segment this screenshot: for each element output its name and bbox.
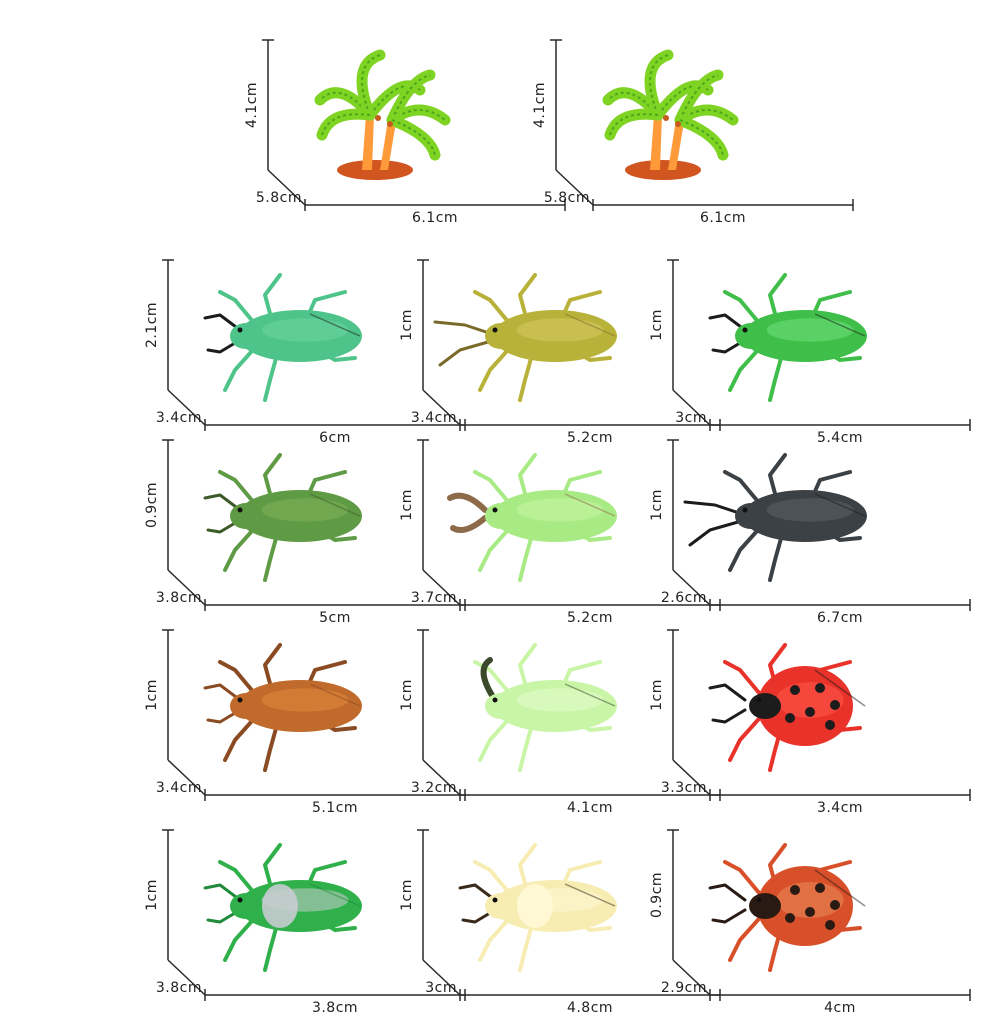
green-silver-beetle-illustration [203, 843, 362, 972]
depth-label: 3.8cm [155, 980, 202, 996]
ladybug-figure [667, 629, 971, 801]
depth-label: 3.4cm [155, 410, 202, 426]
width-label: 6.1cm [411, 210, 459, 226]
pale-green-rhino-beetle-illustration [473, 643, 617, 772]
width-label: 6.7cm [816, 610, 864, 626]
width-label: 5.4cm [816, 430, 864, 446]
green-stag-beetle-figure [162, 259, 466, 431]
green-silver-beetle-figure [162, 829, 466, 1001]
height-label: 1cm [649, 489, 665, 521]
dimension-axes [417, 259, 721, 431]
red-brown-beetle-figure [667, 829, 971, 1001]
dimension-axes [667, 629, 971, 801]
palm-tree-illustration [314, 49, 451, 180]
depth-label: 3.3cm [660, 780, 707, 796]
item-card-ladybug: 1cm 3.3cm 3.4cm [635, 610, 971, 816]
olive-beetle-figure [162, 439, 466, 611]
green-stag-beetle-illustration [203, 273, 362, 402]
red-brown-beetle-illustration [708, 843, 866, 972]
item-card-brown-cockroach: 1cm 3.4cm 5.1cm [130, 610, 466, 816]
height-label: 1cm [144, 679, 160, 711]
dimension-axes [667, 829, 971, 1001]
dimension-axes [417, 629, 721, 801]
dimension-axes [162, 629, 466, 801]
brown-cockroach-illustration [203, 643, 362, 772]
cream-beetle-figure [417, 829, 721, 1001]
height-label: 1cm [399, 489, 415, 521]
depth-label: 2.6cm [660, 590, 707, 606]
dimension-axes [667, 259, 971, 431]
height-label: 2.1cm [144, 301, 160, 349]
height-label: 1cm [399, 879, 415, 911]
cream-beetle-illustration [458, 843, 617, 972]
height-label: 1cm [144, 879, 160, 911]
depth-label: 5.8cm [543, 190, 590, 206]
dimension-axes [162, 829, 466, 1001]
depth-label: 3.4cm [155, 780, 202, 796]
palm-tree-figure [262, 39, 566, 211]
ladybug-illustration [708, 643, 866, 772]
width-label: 4cm [824, 1000, 856, 1016]
depth-label: 3.2cm [410, 780, 457, 796]
olive-beetle-illustration [203, 453, 362, 582]
brown-cockroach-figure [162, 629, 466, 801]
item-card-palm-tree: 4.1cm 5.8cm 6.1cm [518, 20, 854, 226]
black-longhorn-beetle-illustration [683, 453, 867, 582]
item-card-black-longhorn-beetle: 1cm 2.6cm 6.7cm [635, 420, 971, 626]
width-label: 5cm [319, 610, 351, 626]
width-label: 3.4cm [816, 800, 864, 816]
item-card-pale-green-stag-beetle: 1cm 3.7cm 5.2cm [385, 420, 721, 626]
item-card-red-brown-beetle: 0.9cm 2.9cm 4cm [635, 810, 971, 1016]
width-label: 4.8cm [566, 1000, 614, 1016]
width-label: 6.1cm [699, 210, 747, 226]
depth-label: 3cm [675, 410, 707, 426]
item-card-olive-beetle: 0.9cm 3.8cm 5cm [130, 420, 466, 626]
dimension-axes [417, 829, 721, 1001]
depth-label: 3.7cm [410, 590, 457, 606]
green-beetle-figure [667, 259, 971, 431]
width-label: 5.1cm [311, 800, 359, 816]
pale-green-stag-beetle-illustration [447, 453, 617, 582]
width-label: 5.2cm [566, 610, 614, 626]
item-card-green-stag-beetle: 2.1cm 3.4cm 6cm [130, 240, 466, 446]
palm-tree-illustration [602, 49, 739, 180]
height-label: 4.1cm [244, 81, 260, 129]
width-label: 4.1cm [566, 800, 614, 816]
width-label: 5.2cm [566, 430, 614, 446]
height-label: 0.9cm [144, 481, 160, 529]
item-card-green-beetle: 1cm 3cm 5.4cm [635, 240, 971, 446]
item-card-pale-green-rhino-beetle: 1cm 3.2cm 4.1cm [385, 610, 721, 816]
depth-label: 3.4cm [410, 410, 457, 426]
dimension-axes [262, 39, 566, 211]
depth-label: 5.8cm [255, 190, 302, 206]
height-label: 0.9cm [649, 871, 665, 919]
dimension-axes [417, 439, 721, 611]
yellow-longhorn-beetle-figure [417, 259, 721, 431]
pale-green-rhino-beetle-figure [417, 629, 721, 801]
height-label: 1cm [649, 309, 665, 341]
dimension-axes [162, 439, 466, 611]
height-label: 1cm [649, 679, 665, 711]
black-longhorn-beetle-figure [667, 439, 971, 611]
item-card-palm-tree: 4.1cm 5.8cm 6.1cm [230, 20, 566, 226]
width-label: 6cm [319, 430, 351, 446]
dimension-axes [550, 39, 854, 211]
item-card-yellow-longhorn-beetle: 1cm 3.4cm 5.2cm [385, 240, 721, 446]
pale-green-stag-beetle-figure [417, 439, 721, 611]
width-label: 3.8cm [311, 1000, 359, 1016]
item-card-green-silver-beetle: 1cm 3.8cm 3.8cm [130, 810, 466, 1016]
green-beetle-illustration [708, 273, 867, 402]
height-label: 1cm [399, 679, 415, 711]
height-label: 1cm [399, 309, 415, 341]
depth-label: 2.9cm [660, 980, 707, 996]
dimension-axes [667, 439, 971, 611]
palm-tree-figure [550, 39, 854, 211]
yellow-longhorn-beetle-illustration [433, 273, 617, 402]
height-label: 4.1cm [532, 81, 548, 129]
depth-label: 3cm [425, 980, 457, 996]
depth-label: 3.8cm [155, 590, 202, 606]
